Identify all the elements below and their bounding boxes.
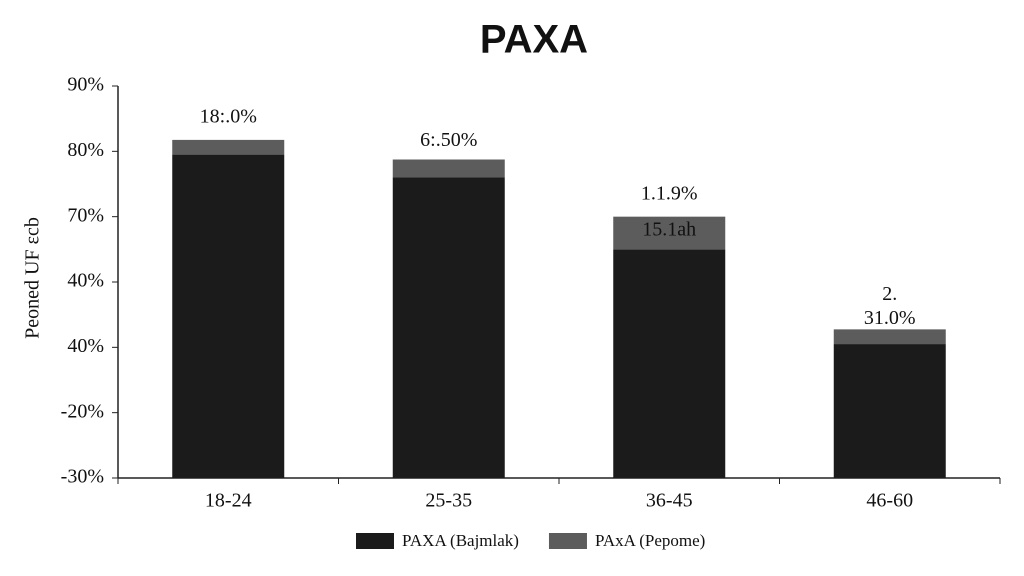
y-tick-label: -20% bbox=[61, 400, 104, 422]
x-tick-label: 25-35 bbox=[425, 490, 472, 512]
y-tick-label: 90% bbox=[67, 74, 104, 96]
data-label: 15.1ah bbox=[642, 218, 696, 240]
y-tick-label: -30% bbox=[61, 466, 104, 488]
data-label: 1.1.9% bbox=[641, 182, 698, 204]
y-axis-label: Peoned UF εcb bbox=[22, 217, 44, 339]
y-tick-label: 80% bbox=[67, 139, 104, 161]
x-tick-label: 18-24 bbox=[205, 490, 252, 512]
bar-segment bbox=[613, 249, 726, 478]
data-label: 18:.0% bbox=[200, 105, 257, 127]
y-tick-label: 40% bbox=[67, 270, 104, 292]
bar-segment bbox=[392, 159, 505, 178]
bar-segment bbox=[833, 344, 946, 478]
y-tick-label: 40% bbox=[67, 335, 104, 357]
bar-segment bbox=[172, 139, 285, 155]
bar-segment bbox=[613, 216, 726, 250]
data-label: 6:.50% bbox=[420, 129, 477, 151]
bar-segment bbox=[172, 154, 285, 478]
legend-label: PAXA (Bajmlak) bbox=[402, 531, 519, 550]
legend-swatch bbox=[356, 533, 394, 549]
chart-title: PAXA bbox=[480, 18, 588, 62]
x-tick-label: 36-45 bbox=[646, 490, 693, 512]
data-label: 2. bbox=[882, 283, 897, 305]
legend-label: PAxA (Pepome) bbox=[595, 531, 705, 550]
y-tick-label: 70% bbox=[67, 204, 104, 226]
bar-segment bbox=[392, 177, 505, 478]
data-label: 31.0% bbox=[864, 307, 916, 329]
legend-swatch bbox=[548, 533, 587, 549]
x-tick-label: 46-60 bbox=[866, 490, 913, 512]
bar-segment bbox=[833, 329, 946, 345]
